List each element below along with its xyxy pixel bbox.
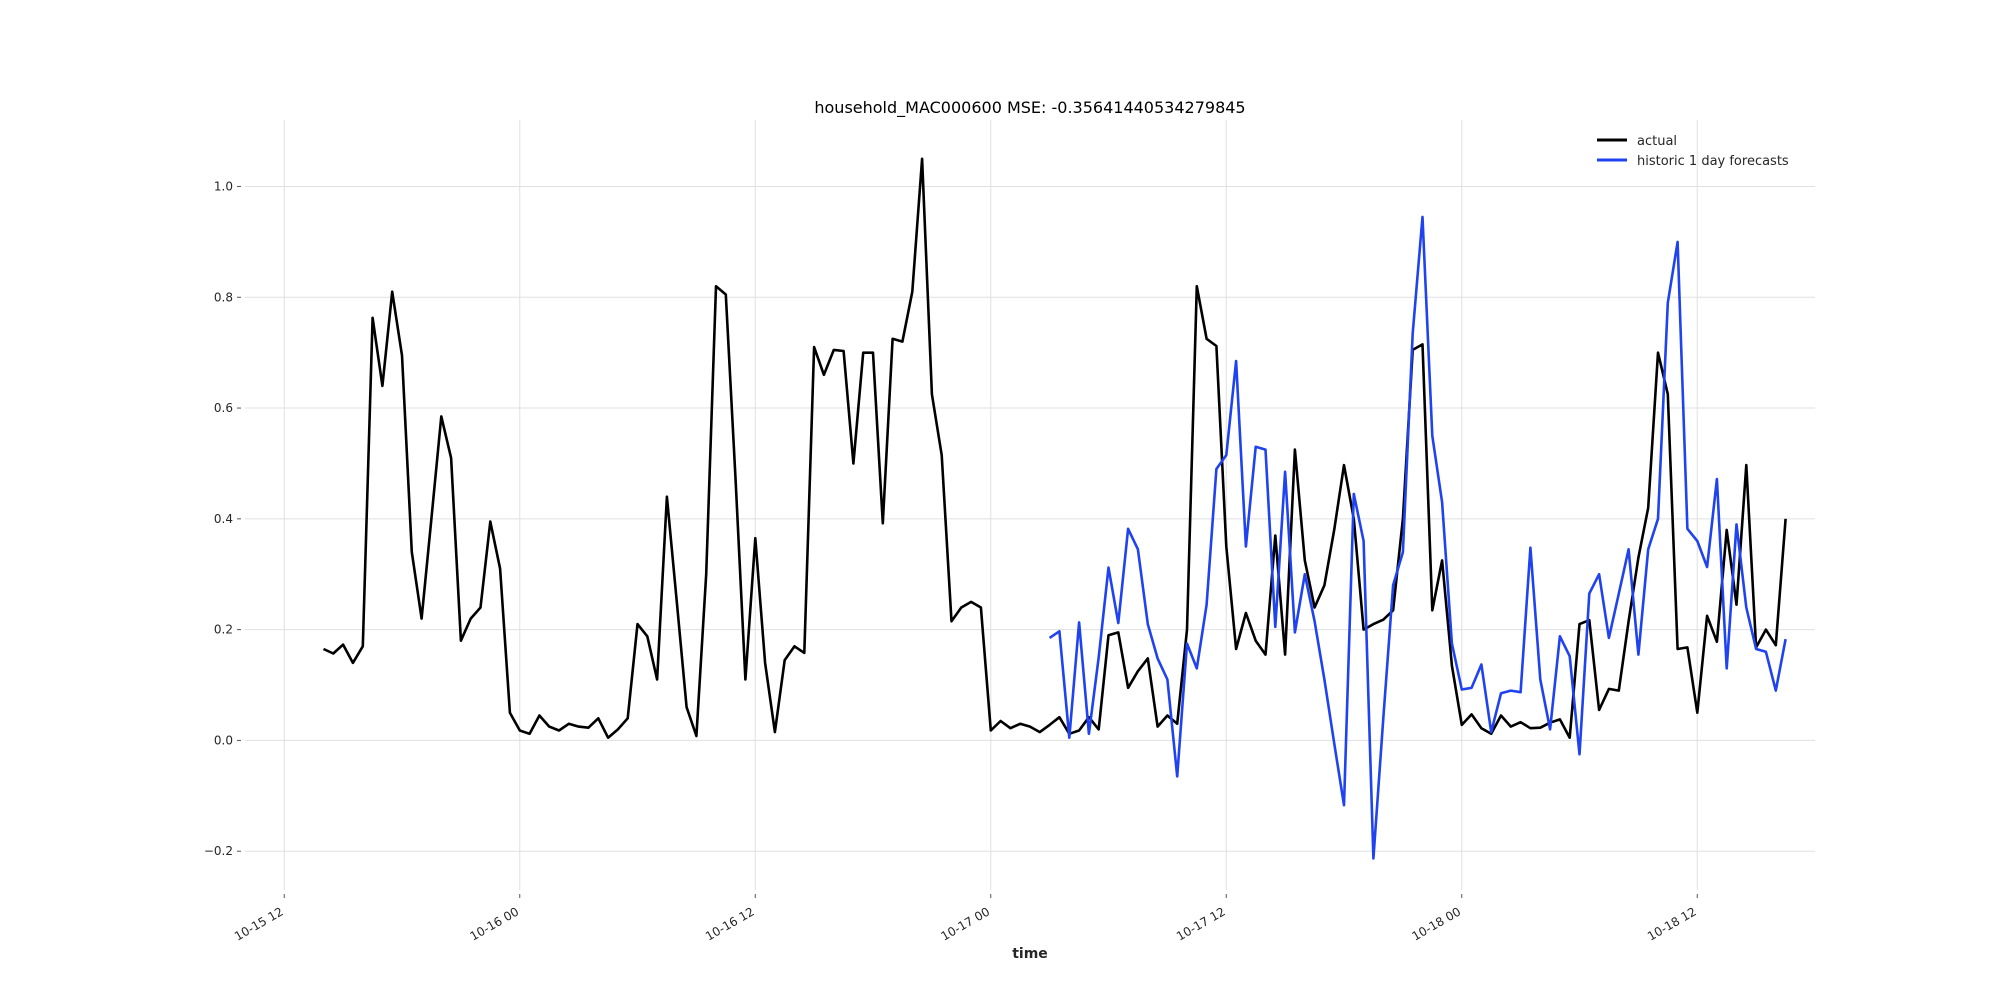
- y-axis-ticks: −0.2 0.0 0.2 0.4 0.6 0.8 1.0: [204, 179, 241, 858]
- x-tick-label: 10-15 12: [232, 904, 286, 943]
- legend-label-forecast: historic 1 day forecasts: [1637, 154, 1789, 169]
- y-tick-label: 0.4: [214, 512, 233, 526]
- y-tick-label: 0.6: [214, 401, 233, 415]
- x-tick-label: 10-17 00: [939, 904, 993, 943]
- x-axis-ticks: 10-15 12 10-16 00 10-16 12 10-17 00 10-17 12…: [232, 894, 1699, 944]
- series-line-forecast: [1048, 215, 1787, 860]
- chart-title: household_MAC000600 MSE: -0.356414405342…: [814, 98, 1245, 118]
- x-tick-label: 10-16 00: [468, 904, 522, 943]
- y-tick-label: 0.0: [214, 733, 233, 747]
- x-tick-label: 10-18 12: [1645, 904, 1699, 943]
- y-tick-label: 1.0: [214, 179, 233, 193]
- x-axis-label: time: [1012, 946, 1048, 962]
- y-tick-label: 0.2: [214, 623, 233, 637]
- x-tick-label: 10-16 12: [703, 904, 757, 943]
- y-tick-label: 0.8: [214, 290, 233, 304]
- legend: actual historic 1 day forecasts: [1597, 134, 1789, 169]
- grid-lines: [245, 120, 1815, 890]
- legend-label-actual: actual: [1637, 134, 1677, 149]
- series-line-actual: [322, 157, 1787, 740]
- y-tick-label: −0.2: [204, 844, 233, 858]
- x-tick-label: 10-17 12: [1174, 904, 1228, 943]
- series-lines: [322, 157, 1787, 860]
- x-tick-label: 10-18 00: [1410, 904, 1464, 943]
